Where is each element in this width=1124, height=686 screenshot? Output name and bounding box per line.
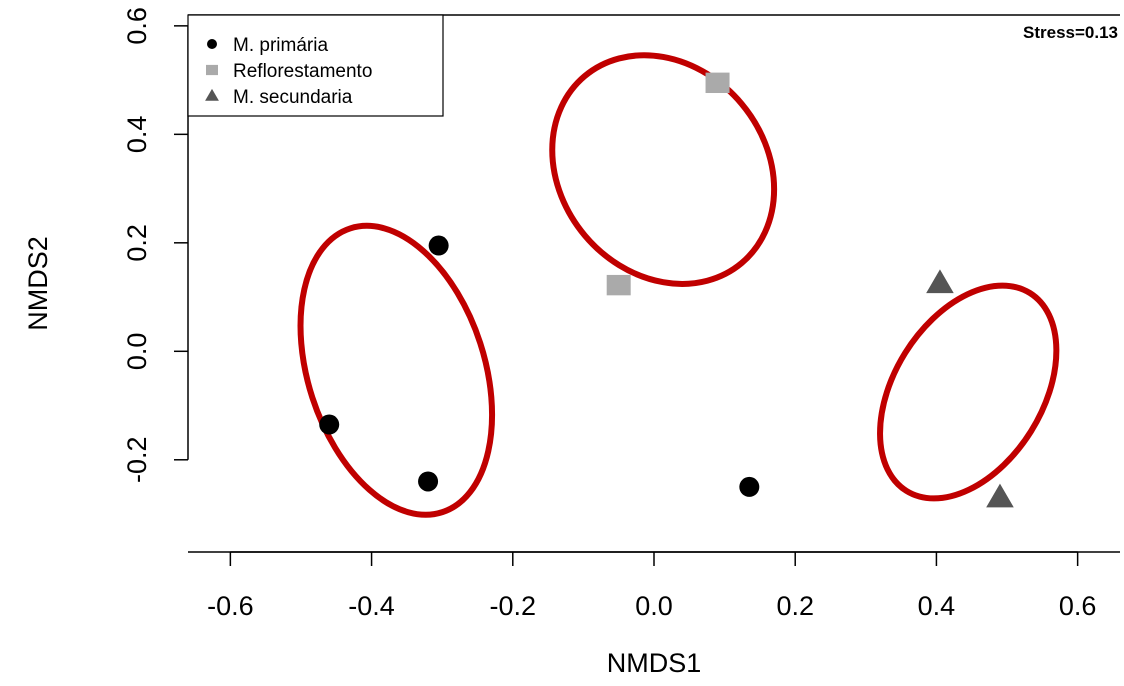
group-ellipses [297,52,1060,518]
legend-marker-circle [207,39,217,49]
data-points [319,72,1014,508]
legend-marker-square [206,64,218,76]
x-tick-label: 0.0 [635,591,673,621]
y-axis: -0.2 0.0 0.2 0.4 0.6 [122,7,189,484]
point-circle-2 [319,414,340,435]
group-ellipse-3 [877,282,1060,502]
point-triangle-2 [986,483,1014,508]
legend-label: M. primária [233,35,328,56]
group-ellipse-2 [549,52,778,287]
y-axis-title: NMDS2 [23,236,53,331]
x-tick-label: -0.2 [490,591,537,621]
y-tick-label: 0.6 [122,7,152,45]
legend-item: M. primária [207,35,328,56]
x-axis: -0.6 -0.4 -0.2 0.0 0.2 0.4 0.6 [207,551,1097,621]
legend: M. primária Reflorestamento M. secundaria [187,14,444,117]
x-tick-label: -0.4 [348,591,395,621]
point-circle-3 [418,471,439,492]
legend-marker-triangle [205,88,219,101]
point-triangle-1 [926,269,954,294]
legend-item: Reflorestamento [206,61,372,82]
y-tick-label: 0.2 [122,224,152,262]
x-tick-label: 0.6 [1059,591,1097,621]
group-ellipse-1 [297,222,496,518]
legend-label: M. secundaria [233,87,353,108]
y-tick-label: 0.0 [122,333,152,371]
legend-box [187,14,444,117]
point-square-1 [705,72,730,94]
stress-annotation: Stress=0.13 [1023,23,1118,42]
point-circle-4 [739,476,760,497]
y-tick-label: 0.4 [122,116,152,154]
x-tick-label: 0.2 [776,591,814,621]
x-tick-label: -0.6 [207,591,254,621]
point-circle-1 [428,235,449,256]
legend-item: M. secundaria [205,87,353,108]
x-axis-title: NMDS1 [607,648,702,678]
legend-label: Reflorestamento [233,61,372,82]
y-tick-label: -0.2 [122,437,152,484]
x-tick-label: 0.4 [918,591,956,621]
point-square-2 [606,274,631,296]
